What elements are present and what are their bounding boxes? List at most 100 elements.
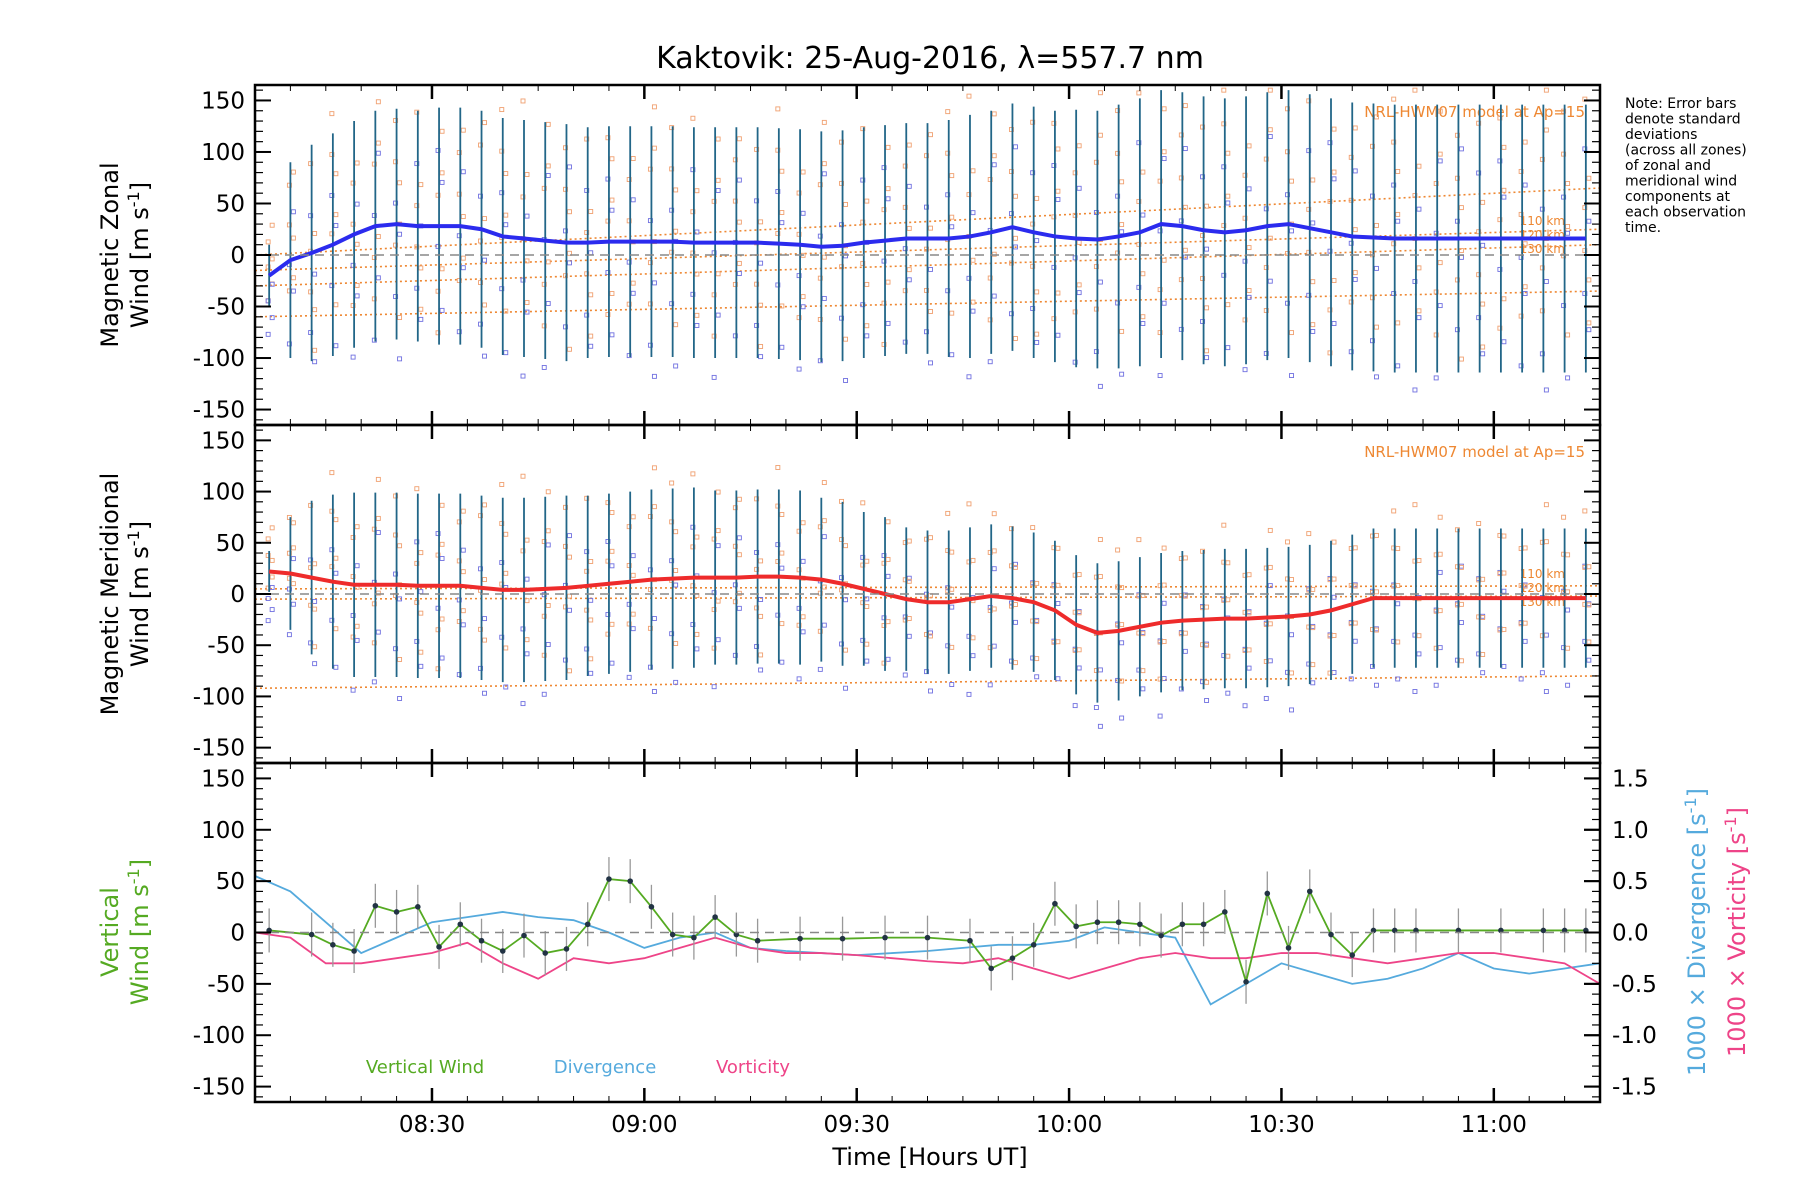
zone-sample-marker xyxy=(1480,301,1486,307)
zone-sample-marker xyxy=(1072,212,1078,218)
zone-sample-marker xyxy=(1034,289,1040,295)
zone-sample-marker xyxy=(1391,241,1397,247)
zone-sample-marker xyxy=(817,317,823,322)
zone-sample-marker xyxy=(414,109,420,115)
zone-sample-marker xyxy=(1586,277,1592,283)
zone-sample-marker xyxy=(1225,193,1231,199)
zone-sample-marker xyxy=(609,510,615,515)
zone-sample-marker xyxy=(754,146,760,152)
zone-sample-marker xyxy=(286,341,292,347)
zone-sample-marker xyxy=(1501,663,1507,669)
zone-sample-marker xyxy=(928,132,933,138)
zone-sample-marker xyxy=(1501,533,1507,539)
zone-sample-marker xyxy=(1306,98,1312,104)
zone-sample-marker xyxy=(1412,558,1418,564)
zone-sample-marker xyxy=(715,188,721,193)
zone-sample-marker xyxy=(991,293,997,299)
zone-sample-marker xyxy=(1522,139,1528,145)
zone-sample-marker xyxy=(1072,572,1078,578)
zone-sample-marker xyxy=(1093,574,1099,580)
zone-sample-marker xyxy=(1501,588,1507,594)
zone-sample-marker xyxy=(775,559,781,564)
vertical-wind-point xyxy=(691,934,697,941)
zone-sample-marker xyxy=(1289,330,1294,336)
y-tick-label: 150 xyxy=(201,766,245,792)
zone-sample-marker xyxy=(1543,502,1549,508)
note-line: time. xyxy=(1625,220,1661,236)
zone-sample-marker xyxy=(1501,339,1507,345)
zone-sample-marker xyxy=(970,299,976,305)
zone-sample-marker xyxy=(987,682,993,688)
zone-sample-marker xyxy=(1093,210,1099,215)
zone-sample-marker xyxy=(1242,572,1248,578)
zone-sample-marker xyxy=(1161,257,1167,263)
zone-sample-marker xyxy=(1433,375,1439,381)
vertical-wind-point xyxy=(1094,919,1101,926)
zone-sample-marker xyxy=(1030,525,1036,531)
zone-sample-marker xyxy=(626,177,632,182)
zone-sample-marker xyxy=(308,602,314,608)
zone-sample-marker xyxy=(1348,240,1354,246)
zone-sample-marker xyxy=(1310,177,1316,183)
zone-sample-marker xyxy=(970,308,976,314)
zone-sample-marker xyxy=(694,229,700,235)
zone-sample-marker xyxy=(393,646,399,652)
zone-sample-marker xyxy=(605,500,611,506)
zone-sample-marker xyxy=(418,649,424,655)
zone-sample-marker xyxy=(312,644,318,650)
zone-sample-marker xyxy=(482,353,487,359)
zone-sample-marker xyxy=(1140,314,1146,320)
zone-sample-marker xyxy=(1200,174,1206,180)
zone-sample-marker xyxy=(821,518,827,524)
zone-sample-marker xyxy=(393,200,399,206)
zone-sample-marker xyxy=(1561,514,1567,520)
vertical-wind-point xyxy=(1264,890,1271,897)
zone-sample-marker xyxy=(800,210,806,216)
zone-sample-marker xyxy=(1008,311,1014,317)
zone-sample-marker xyxy=(1267,278,1273,284)
zone-sample-marker xyxy=(839,587,845,593)
zone-sample-marker xyxy=(711,684,717,690)
zone-sample-marker xyxy=(1030,263,1036,269)
zone-sample-marker xyxy=(1310,279,1316,285)
zone-sample-marker xyxy=(647,664,653,670)
vertical-wind-point xyxy=(478,937,485,944)
zone-sample-marker xyxy=(350,221,356,227)
zone-sample-marker xyxy=(1161,106,1167,112)
zone-sample-marker xyxy=(1391,583,1397,589)
zone-sample-marker xyxy=(669,166,675,172)
zone-sample-marker xyxy=(1501,187,1507,193)
zone-sample-marker xyxy=(1204,355,1210,361)
zone-sample-marker xyxy=(1458,248,1464,254)
zone-sample-marker xyxy=(435,605,441,611)
zone-sample-marker xyxy=(503,645,509,651)
zone-sample-marker xyxy=(1374,682,1379,688)
zone-sample-marker xyxy=(690,291,696,297)
zone-sample-marker xyxy=(1518,621,1524,627)
x-tick-label: 11:00 xyxy=(1461,1112,1527,1138)
zone-sample-marker xyxy=(605,218,611,224)
zone-sample-marker xyxy=(690,524,696,530)
zone-sample-marker xyxy=(1030,119,1036,125)
zone-sample-marker xyxy=(478,626,483,632)
zone-sample-marker xyxy=(630,514,636,520)
zone-sample-marker xyxy=(1476,120,1482,126)
zone-sample-marker xyxy=(1395,218,1401,224)
zone-sample-marker xyxy=(1204,698,1210,703)
zone-sample-marker xyxy=(817,666,823,672)
zone-sample-marker xyxy=(626,259,632,265)
zone-sample-marker xyxy=(1289,670,1294,676)
zone-sample-marker xyxy=(949,214,955,220)
zone-sample-marker xyxy=(885,573,891,579)
zone-sample-marker xyxy=(541,539,547,545)
zone-sample-marker xyxy=(1476,170,1482,176)
model-label: NRL-HWM07 model at Ap=15 xyxy=(1364,103,1585,121)
zone-sample-marker xyxy=(902,540,908,546)
zone-sample-marker xyxy=(1030,170,1036,176)
zone-sample-marker xyxy=(732,599,738,605)
vertical-wind-point xyxy=(499,948,506,954)
zone-sample-marker xyxy=(839,641,845,647)
zone-sample-marker xyxy=(630,626,636,632)
zone-sample-marker xyxy=(1437,260,1443,266)
zone-sample-marker xyxy=(265,331,271,337)
